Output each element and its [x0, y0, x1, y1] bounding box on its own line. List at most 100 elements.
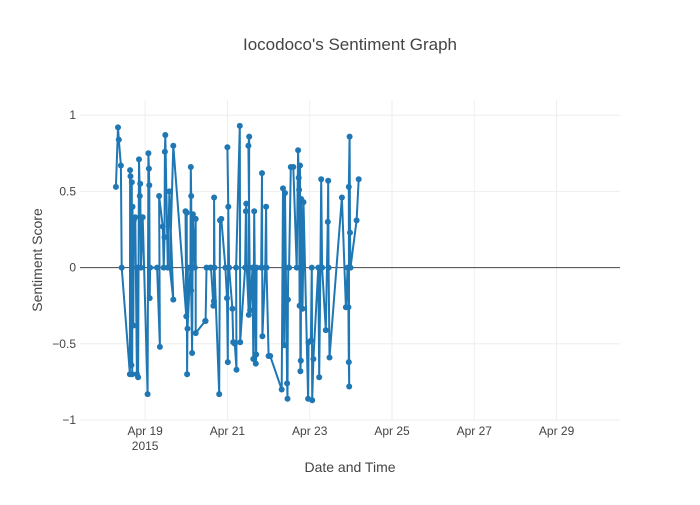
data-point[interactable] — [280, 185, 286, 192]
data-point[interactable] — [183, 313, 190, 320]
data-point[interactable] — [233, 264, 240, 271]
data-point[interactable] — [267, 353, 274, 359]
data-point[interactable] — [156, 193, 163, 199]
data-point[interactable] — [338, 194, 345, 201]
data-point[interactable] — [298, 215, 305, 222]
data-point[interactable] — [242, 208, 249, 215]
data-point[interactable] — [293, 264, 300, 271]
data-point[interactable] — [353, 217, 360, 224]
data-point[interactable] — [251, 208, 258, 215]
data-point[interactable] — [211, 264, 218, 271]
data-point[interactable] — [211, 194, 218, 201]
data-point[interactable] — [284, 380, 291, 387]
data-point[interactable] — [299, 305, 306, 312]
data-point[interactable] — [236, 122, 243, 129]
data-point[interactable] — [263, 264, 270, 271]
data-point[interactable] — [170, 142, 177, 149]
data-point[interactable] — [170, 296, 177, 303]
data-point[interactable] — [210, 302, 217, 309]
data-point[interactable] — [297, 357, 304, 364]
data-point[interactable] — [146, 182, 153, 189]
data-point[interactable] — [231, 340, 238, 347]
data-point[interactable] — [188, 193, 195, 199]
data-point[interactable] — [300, 199, 307, 206]
data-point[interactable] — [290, 164, 297, 170]
data-point[interactable] — [144, 391, 151, 398]
data-point[interactable] — [218, 215, 225, 222]
data-point[interactable] — [210, 298, 217, 305]
data-point[interactable] — [139, 214, 146, 221]
data-point[interactable] — [115, 124, 121, 131]
data-point[interactable] — [115, 136, 122, 143]
data-point[interactable] — [112, 183, 119, 190]
data-point[interactable] — [259, 170, 265, 177]
data-point[interactable] — [224, 295, 230, 302]
data-point[interactable] — [282, 190, 288, 196]
data-point[interactable] — [166, 188, 173, 195]
data-point[interactable] — [132, 214, 139, 221]
data-point[interactable] — [136, 193, 143, 199]
data-point[interactable] — [154, 264, 161, 271]
data-point[interactable] — [295, 174, 302, 181]
data-point[interactable] — [187, 164, 194, 170]
data-point[interactable] — [136, 156, 142, 163]
data-point[interactable] — [166, 264, 173, 271]
data-point[interactable] — [128, 179, 135, 186]
data-point[interactable] — [295, 147, 302, 154]
data-point[interactable] — [188, 287, 195, 294]
data-point[interactable] — [284, 395, 291, 402]
data-point[interactable] — [147, 264, 154, 271]
data-point[interactable] — [183, 209, 190, 216]
data-point[interactable] — [250, 356, 257, 362]
data-point[interactable] — [184, 371, 191, 378]
data-point[interactable] — [225, 203, 232, 210]
data-point[interactable] — [161, 148, 168, 155]
data-point[interactable] — [346, 383, 353, 390]
data-point[interactable] — [137, 180, 144, 187]
data-point[interactable] — [259, 333, 266, 340]
data-point[interactable] — [192, 215, 199, 222]
data-point[interactable] — [189, 350, 196, 356]
data-point[interactable] — [127, 167, 134, 174]
data-point[interactable] — [252, 360, 259, 367]
data-point[interactable] — [286, 264, 293, 271]
data-point[interactable] — [191, 264, 198, 271]
data-point[interactable] — [245, 142, 252, 149]
data-point[interactable] — [326, 354, 333, 361]
data-point[interactable] — [229, 305, 236, 312]
data-point[interactable] — [192, 330, 199, 337]
data-point[interactable] — [246, 133, 253, 140]
data-point[interactable] — [145, 165, 152, 172]
data-point[interactable] — [325, 177, 332, 184]
data-point[interactable] — [253, 351, 260, 358]
data-point[interactable] — [263, 203, 270, 210]
data-point[interactable] — [189, 211, 196, 218]
data-point[interactable] — [160, 264, 167, 271]
data-point[interactable] — [184, 325, 191, 332]
data-point[interactable] — [138, 264, 144, 271]
data-point[interactable] — [319, 264, 326, 271]
data-point[interactable] — [296, 186, 303, 193]
data-point[interactable] — [216, 391, 223, 398]
data-point[interactable] — [345, 183, 352, 190]
data-point[interactable] — [156, 343, 163, 350]
data-point[interactable] — [224, 359, 231, 366]
data-point[interactable] — [117, 162, 124, 169]
data-point[interactable] — [281, 342, 288, 349]
data-point[interactable] — [243, 200, 250, 207]
data-point[interactable] — [284, 296, 291, 303]
data-point[interactable] — [249, 264, 256, 271]
data-point[interactable] — [258, 264, 265, 271]
data-point[interactable] — [307, 337, 314, 344]
data-point[interactable] — [146, 295, 153, 302]
data-point[interactable] — [129, 203, 136, 210]
data-point[interactable] — [300, 264, 307, 271]
data-point[interactable] — [253, 264, 260, 271]
data-point[interactable] — [297, 368, 304, 375]
data-point[interactable] — [226, 264, 233, 271]
data-point[interactable] — [159, 223, 166, 230]
data-point[interactable] — [316, 374, 323, 381]
data-point[interactable] — [355, 176, 362, 183]
data-point[interactable] — [233, 366, 240, 373]
data-point[interactable] — [128, 362, 135, 369]
